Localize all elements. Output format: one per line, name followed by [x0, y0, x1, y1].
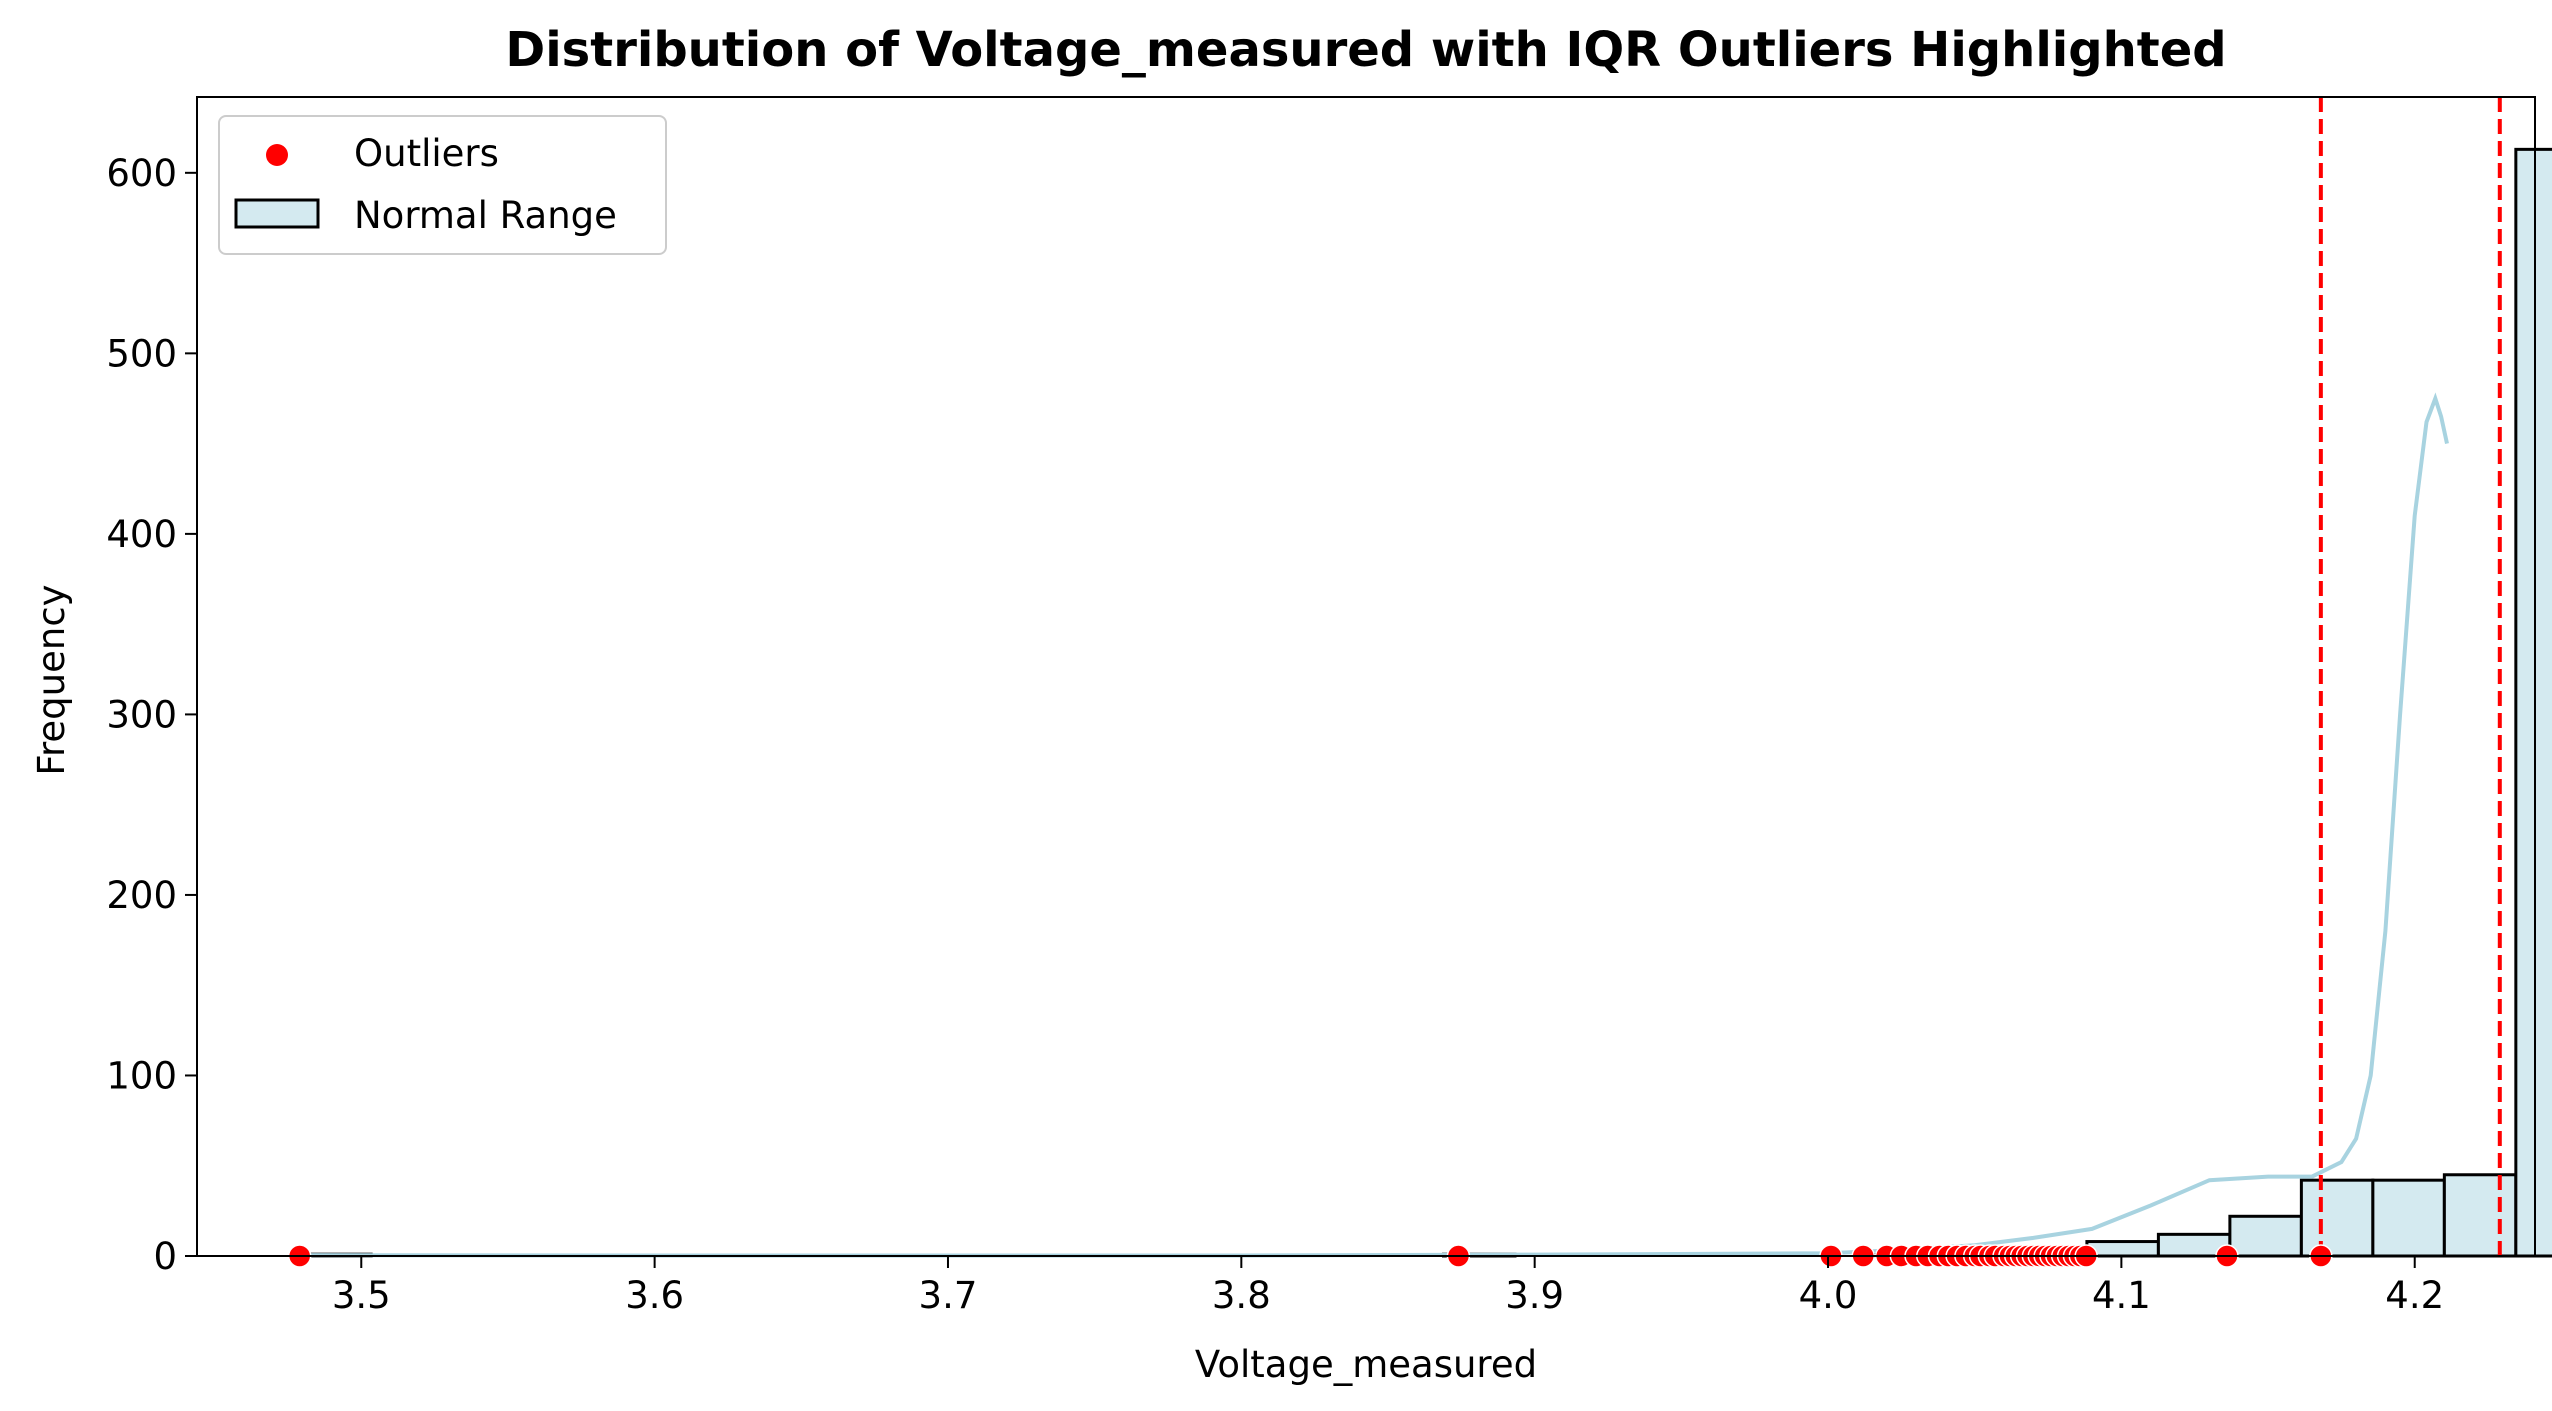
y-axis-ticks: 0 100 200 300 400 500 600: [106, 152, 197, 1278]
y-axis-label: Frequency: [30, 584, 73, 775]
legend-box: [218, 115, 667, 255]
iqr-bound-lines: [2318, 97, 2502, 1256]
x-tick-label: 3.9: [1505, 1274, 1564, 1317]
kde-curve-layer: [299, 392, 2449, 1258]
histogram-bar: [2299, 1178, 2375, 1258]
x-axis-label: Voltage_measured: [1195, 1343, 1537, 1386]
x-tick-label: 3.7: [919, 1274, 978, 1317]
x-axis-ticks: 3.5 3.6 3.7 3.8 3.9 4.0 4.1 4.2: [332, 1256, 2444, 1317]
legend-outliers-label: Outliers: [354, 132, 499, 175]
kde-curve: [299, 392, 2449, 1258]
x-tick-label: 3.5: [332, 1274, 391, 1317]
plot-area-frame: [196, 96, 2536, 1257]
x-tick-label: 3.6: [625, 1274, 684, 1317]
y-tick-label: 200: [106, 874, 177, 917]
histogram-bar: [2371, 1178, 2446, 1258]
chart-legend: Outliers Normal Range: [218, 115, 667, 255]
y-tick-label: 0: [153, 1235, 177, 1278]
histogram-bar: [2228, 1214, 2303, 1258]
x-tick-label: 4.0: [1799, 1274, 1858, 1317]
y-tick-label: 300: [106, 693, 177, 736]
legend-outliers-marker: [266, 144, 288, 166]
histogram-bar: [2442, 1173, 2518, 1258]
y-tick-label: 100: [106, 1054, 177, 1097]
y-tick-label: 400: [106, 513, 177, 556]
y-tick-label: 500: [106, 332, 177, 375]
x-tick-label: 4.2: [2385, 1274, 2444, 1317]
histogram-bars: [298, 147, 2552, 1258]
x-tick-label: 3.8: [1212, 1274, 1271, 1317]
legend-normal-range-label: Normal Range: [354, 194, 617, 237]
chart-title: Distribution of Voltage_measured with IQ…: [505, 22, 2226, 78]
legend-normal-range-swatch: [234, 198, 320, 229]
x-tick-label: 4.1: [2092, 1274, 2151, 1317]
y-tick-label: 600: [106, 152, 177, 195]
histogram-bar: [2514, 147, 2552, 1258]
